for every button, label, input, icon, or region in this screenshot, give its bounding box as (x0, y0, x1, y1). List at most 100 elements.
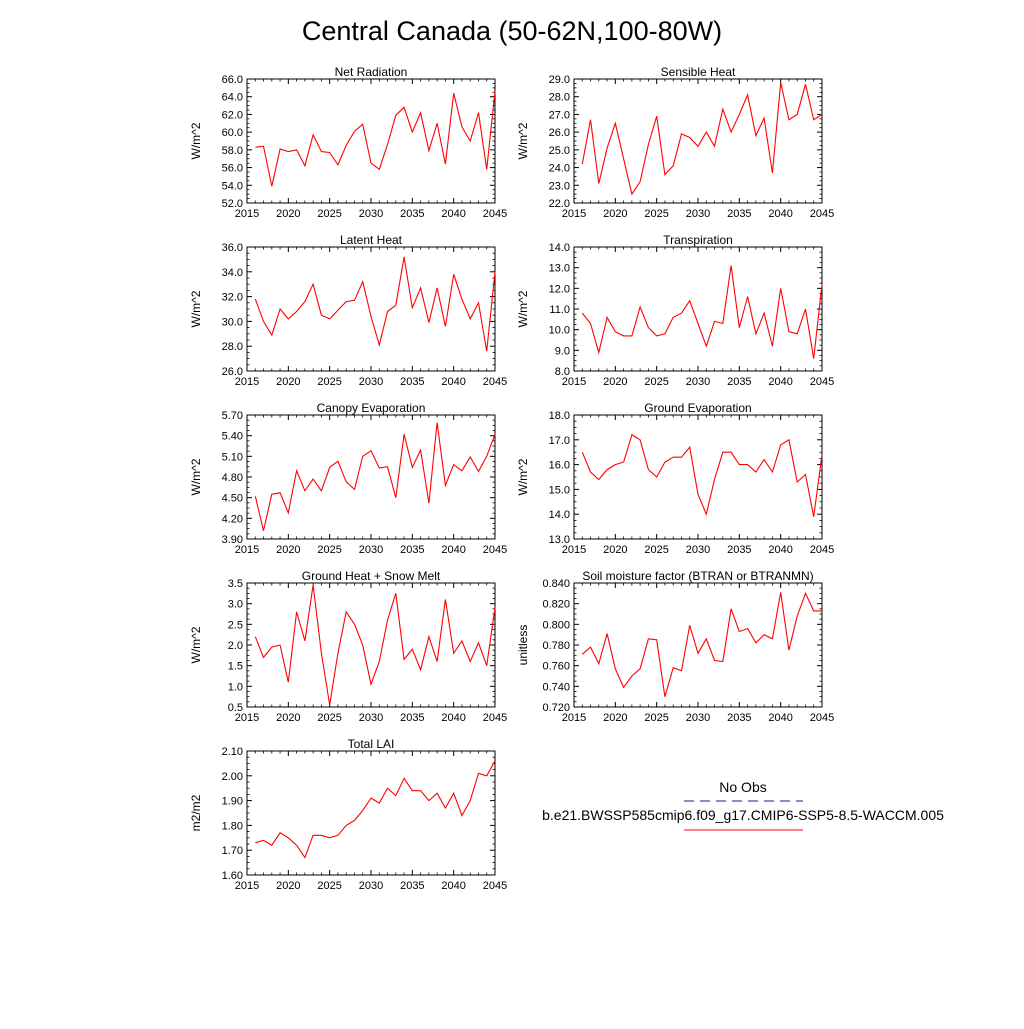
x-tick-label: 2040 (441, 208, 465, 220)
y-tick-label: 5.70 (222, 410, 243, 422)
y-tick-label: 36.0 (222, 242, 243, 254)
x-tick-label: 2025 (317, 208, 341, 220)
y-tick-label: 3.0 (228, 599, 243, 611)
x-tick-label: 2035 (727, 208, 751, 220)
x-tick-label: 2030 (686, 376, 710, 388)
y-tick-label: 64.0 (222, 92, 243, 104)
series-line (581, 433, 823, 517)
x-tick-label: 2020 (276, 376, 300, 388)
y-tick-label: 0.760 (542, 661, 570, 673)
x-tick-label: 2045 (483, 208, 507, 220)
x-tick-label: 2015 (562, 712, 586, 724)
x-tick-label: 2015 (235, 376, 259, 388)
y-tick-label: 16.0 (549, 460, 570, 472)
y-axis-label: W/m^2 (189, 626, 203, 663)
x-tick-label: 2020 (603, 544, 627, 556)
y-tick-label: 1.90 (222, 796, 243, 808)
y-tick-label: 15.0 (549, 484, 570, 496)
y-tick-label: 14.0 (549, 242, 570, 254)
x-tick-label: 2035 (400, 376, 424, 388)
x-tick-label: 2030 (359, 544, 383, 556)
x-tick-label: 2045 (810, 376, 834, 388)
panel-4: Canopy Evaporation W/m^2 2015 2020 2025 2030 2… (189, 401, 507, 556)
panel-0: Net Radiation W/m^2 2015 2020 2025 2030 2035 20… (189, 65, 507, 220)
x-tick-label: 2020 (276, 544, 300, 556)
x-tick-label: 2040 (441, 544, 465, 556)
x-tick-label: 2030 (686, 544, 710, 556)
y-tick-label: 13.0 (549, 263, 570, 275)
y-tick-label: 5.10 (222, 451, 243, 463)
y-tick-label: 1.70 (222, 845, 243, 857)
x-tick-label: 2035 (400, 544, 424, 556)
x-tick-label: 2025 (644, 376, 668, 388)
panel-8: Total LAI m2/m2 2015 2020 2025 2030 2035 2040 20… (189, 737, 507, 892)
plot-frame (246, 582, 496, 708)
x-tick-label: 2025 (317, 712, 341, 724)
y-tick-label: 0.740 (542, 681, 570, 693)
y-tick-label: 34.0 (222, 267, 243, 279)
x-tick-label: 2045 (483, 376, 507, 388)
y-tick-label: 26.0 (222, 366, 243, 378)
y-tick-label: 66.0 (222, 74, 243, 86)
panel-3: Transpiration W/m^2 2015 2020 2025 2030 2035 20… (516, 233, 834, 388)
series-line (581, 265, 823, 359)
x-tick-label: 2015 (235, 544, 259, 556)
x-tick-label: 2035 (727, 712, 751, 724)
panel-5: Ground Evaporation W/m^2 2015 2020 2025 2030 2… (516, 401, 834, 556)
y-tick-label: 4.20 (222, 513, 243, 525)
x-tick-label: 2015 (235, 208, 259, 220)
y-tick-label: 26.0 (549, 127, 570, 139)
legend-model-label: b.e21.BWSSP585cmip6.f09_g17.CMIP6-SSP5-8… (542, 807, 944, 823)
y-tick-label: 5.40 (222, 431, 243, 443)
x-tick-label: 2035 (400, 712, 424, 724)
y-axis-label: W/m^2 (516, 290, 530, 327)
y-tick-label: 0.800 (542, 619, 570, 631)
plot-frame (246, 414, 496, 540)
y-axis-label: W/m^2 (516, 458, 530, 495)
x-tick-label: 2030 (686, 712, 710, 724)
panel-1: Sensible Heat W/m^2 2015 2020 2025 2030 2035 20… (516, 65, 834, 220)
panels: Net Radiation W/m^2 2015 2020 2025 2030 2035 20… (189, 65, 834, 892)
y-tick-label: 2.5 (228, 619, 243, 631)
figure-title: Central Canada (50-62N,100-80W) (302, 16, 722, 46)
plot-frame (246, 246, 496, 372)
plot-frame (246, 78, 496, 204)
panel-title: Ground Heat + Snow Melt (302, 569, 441, 583)
x-tick-label: 2045 (810, 208, 834, 220)
y-tick-label: 3.5 (228, 578, 243, 590)
series-line (581, 82, 823, 196)
x-tick-label: 2015 (562, 376, 586, 388)
y-tick-label: 1.0 (228, 681, 243, 693)
panel-title: Transpiration (663, 233, 733, 247)
y-tick-label: 12.0 (549, 283, 570, 295)
y-axis-label: W/m^2 (189, 458, 203, 495)
y-tick-label: 0.780 (542, 640, 570, 652)
plot-frame (573, 414, 823, 540)
x-tick-label: 2025 (317, 880, 341, 892)
x-tick-label: 2045 (810, 712, 834, 724)
y-tick-label: 30.0 (222, 316, 243, 328)
y-tick-label: 9.0 (555, 345, 570, 357)
y-tick-label: 2.0 (228, 640, 243, 652)
y-tick-label: 27.0 (549, 109, 570, 121)
y-tick-label: 58.0 (222, 145, 243, 157)
plot-frame (573, 582, 823, 708)
y-tick-label: 0.840 (542, 578, 570, 590)
panel-7: Soil moisture factor (BTRAN or BTRANMN) u… (516, 569, 834, 724)
y-axis-label: W/m^2 (189, 290, 203, 327)
y-tick-label: 13.0 (549, 534, 570, 546)
y-tick-label: 10.0 (549, 325, 570, 337)
x-tick-label: 2020 (603, 712, 627, 724)
x-tick-label: 2015 (235, 880, 259, 892)
legend-obs-label: No Obs (719, 779, 766, 795)
x-tick-label: 2015 (235, 712, 259, 724)
y-tick-label: 1.60 (222, 870, 243, 882)
panel-title: Total LAI (348, 737, 395, 751)
x-tick-label: 2025 (644, 208, 668, 220)
x-tick-label: 2020 (276, 712, 300, 724)
y-tick-label: 3.90 (222, 534, 243, 546)
x-tick-label: 2020 (603, 376, 627, 388)
y-tick-label: 1.80 (222, 820, 243, 832)
x-tick-label: 2045 (483, 712, 507, 724)
